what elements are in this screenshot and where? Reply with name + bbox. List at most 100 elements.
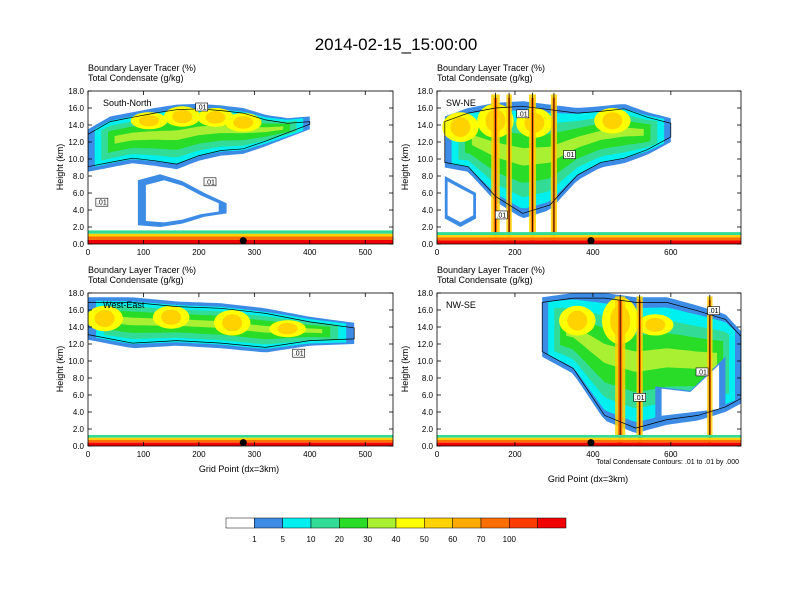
colorbar-label: 100 bbox=[503, 535, 517, 544]
colorbar-box bbox=[225, 517, 255, 529]
y-tick-label: 14.0 bbox=[417, 121, 433, 130]
panel-1-header-line-2: Total Condensate (g/kg) bbox=[88, 73, 184, 83]
y-tick-label: 6.0 bbox=[422, 391, 434, 400]
contour-label-box bbox=[292, 348, 306, 358]
contour-label: .01 bbox=[294, 351, 304, 358]
panel-2-y-axis-label: Height (km) bbox=[400, 144, 410, 191]
colorbar-box bbox=[395, 517, 425, 529]
x-tick-label: 300 bbox=[248, 450, 262, 459]
x-tick-label: 500 bbox=[359, 248, 373, 257]
colorbar-label: 40 bbox=[392, 535, 401, 544]
y-tick-label: 12.0 bbox=[417, 138, 433, 147]
cloud-core-inner bbox=[205, 111, 226, 124]
y-tick-label: 6.0 bbox=[73, 391, 85, 400]
y-tick-label: 16.0 bbox=[68, 104, 84, 113]
panel-4-y-axis-label: Height (km) bbox=[400, 346, 410, 393]
cloud-core-inner bbox=[602, 112, 623, 130]
x-tick-label: 100 bbox=[137, 248, 151, 257]
contour-label-box bbox=[203, 177, 217, 187]
y-tick-label: 10.0 bbox=[417, 155, 433, 164]
colorbar-label: 30 bbox=[363, 535, 372, 544]
contour-label: .01 bbox=[496, 212, 506, 219]
x-tick-label: 200 bbox=[192, 450, 206, 459]
x-tick-label: 200 bbox=[508, 248, 522, 257]
x-tick-label: 400 bbox=[586, 248, 600, 257]
y-tick-label: 4.0 bbox=[73, 206, 85, 215]
bl-band bbox=[88, 434, 393, 438]
y-tick-label: 2.0 bbox=[422, 223, 434, 232]
location-marker bbox=[239, 439, 247, 447]
cloud-band-4 bbox=[471, 127, 644, 166]
hole-clear bbox=[447, 181, 474, 223]
y-tick-label: 0.0 bbox=[422, 240, 434, 249]
panel-nw-se: Boundary Layer Tracer (%) Total Condensa… bbox=[400, 265, 742, 484]
colorbar-box bbox=[367, 517, 397, 529]
hole-clear bbox=[145, 180, 219, 223]
colorbar-label: 10 bbox=[307, 535, 316, 544]
panel-4-plot-area: .01 .01 .01 0.0 2.0 4.0 6.0 8.0 10.0 12.0 14.0 16.0… bbox=[417, 289, 742, 459]
bl-band bbox=[437, 235, 741, 238]
contour-label-box bbox=[695, 367, 709, 377]
panel-4-label: NW-SE bbox=[446, 300, 476, 310]
y-tick-label: 18.0 bbox=[417, 87, 433, 96]
contour-label: .01 bbox=[197, 105, 207, 112]
panel-west-east: Boundary Layer Tracer (%) Total Condensa… bbox=[55, 265, 394, 474]
cloud-core-inner bbox=[161, 309, 182, 325]
y-tick-label: 16.0 bbox=[417, 104, 433, 113]
panel-3-header-line-2: Total Condensate (g/kg) bbox=[88, 275, 184, 285]
location-marker bbox=[587, 439, 595, 447]
condensate-contour bbox=[88, 302, 355, 348]
y-tick-label: 14.0 bbox=[68, 323, 84, 332]
y-tick-label: 8.0 bbox=[73, 374, 85, 383]
x-tick-label: 0 bbox=[86, 450, 91, 459]
bl-band bbox=[88, 236, 393, 240]
y-tick-label: 12.0 bbox=[68, 138, 84, 147]
panel-3-header-line-1: Boundary Layer Tracer (%) bbox=[88, 265, 196, 275]
x-tick-label: 0 bbox=[86, 248, 91, 257]
colorbar-box bbox=[509, 517, 538, 529]
x-tick-label: 400 bbox=[303, 450, 317, 459]
x-tick-label: 200 bbox=[508, 450, 522, 459]
colorbar-label: 70 bbox=[477, 535, 486, 544]
x-tick-label: 0 bbox=[435, 248, 440, 257]
x-tick-label: 0 bbox=[435, 450, 440, 459]
cloud-core-inner bbox=[277, 323, 298, 335]
y-tick-label: 12.0 bbox=[68, 340, 84, 349]
location-marker bbox=[239, 237, 247, 245]
cloud-core-inner bbox=[94, 310, 115, 327]
y-tick-label: 16.0 bbox=[68, 306, 84, 315]
panel-2-plot-area: .01 .01 .01 0.0 2.0 4.0 6.0 8.0 10.0 12.0 14.0 16.0… bbox=[417, 87, 742, 257]
contour-label-box bbox=[495, 210, 508, 220]
cloud-core-inner bbox=[172, 109, 193, 124]
y-tick-label: 8.0 bbox=[422, 374, 434, 383]
panel-3-x-axis-label: Grid Point (dx=3km) bbox=[199, 464, 279, 474]
y-tick-label: 4.0 bbox=[422, 206, 434, 215]
panel-field: .01 .01 .01 bbox=[88, 91, 393, 244]
contour-label: .01 bbox=[635, 395, 645, 402]
bl-band bbox=[88, 233, 393, 237]
x-tick-label: 600 bbox=[664, 248, 678, 257]
contour-label: .01 bbox=[205, 179, 215, 186]
cloud-core-inner bbox=[645, 317, 666, 332]
hole-clear bbox=[661, 364, 720, 416]
x-tick-label: 200 bbox=[192, 248, 206, 257]
panel-3-plot-area: .01 0.0 2.0 4.0 6.0 8.0 10.0 12.0 14.0 16.0 18.0 0 1… bbox=[68, 289, 394, 459]
bl-band bbox=[437, 232, 741, 236]
panel-field: .01 bbox=[88, 293, 393, 446]
colorbar-label: 20 bbox=[335, 535, 344, 544]
x-tick-label: 400 bbox=[586, 450, 600, 459]
y-tick-label: 2.0 bbox=[422, 425, 434, 434]
y-tick-label: 18.0 bbox=[417, 289, 433, 298]
y-tick-label: 4.0 bbox=[73, 408, 85, 417]
contour-label-box bbox=[707, 306, 721, 316]
contour-label-box bbox=[563, 150, 576, 159]
y-tick-label: 18.0 bbox=[68, 87, 84, 96]
panel-frame bbox=[436, 90, 742, 245]
contour-note: Total Condensate Contours: .01 to .01 by… bbox=[596, 459, 739, 466]
y-tick-label: 10.0 bbox=[68, 155, 84, 164]
contour-label-box bbox=[633, 393, 646, 402]
panel-4-header-line-2: Total Condensate (g/kg) bbox=[437, 275, 533, 285]
y-tick-label: 8.0 bbox=[73, 172, 85, 181]
panel-4-header-line-1: Boundary Layer Tracer (%) bbox=[437, 265, 545, 275]
